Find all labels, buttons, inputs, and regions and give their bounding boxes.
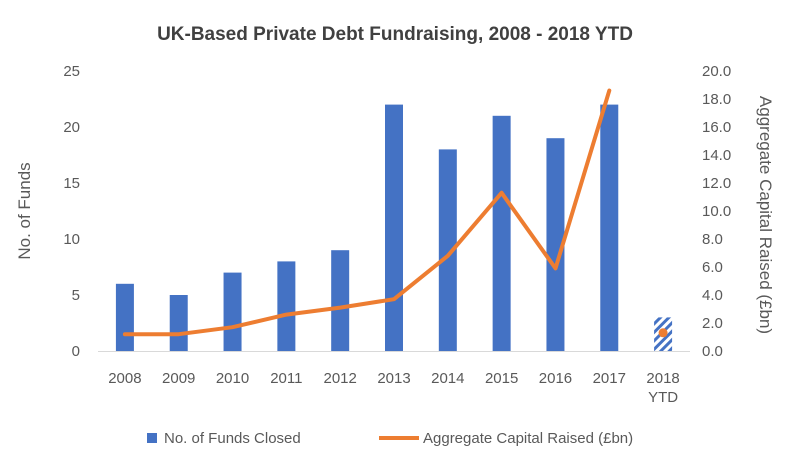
- x-tick-label: 2014: [431, 370, 464, 387]
- y2-tick-label: 0.0: [702, 343, 723, 360]
- y-tick-label: 0: [72, 343, 80, 360]
- x-tick-label: 2010: [216, 370, 249, 387]
- x-tick-label: 2016: [539, 370, 572, 387]
- bar: [600, 104, 619, 351]
- left-axis-title: No. of Funds: [15, 162, 34, 259]
- y-tick-label: 20: [63, 119, 80, 136]
- bar: [492, 115, 511, 351]
- y-tick-label: 10: [63, 231, 80, 248]
- right-axis-ticks: 0.0 2.0 4.0 6.0 8.0 10.0 12.0 14.0 16.0 18.0 20.0: [702, 63, 731, 360]
- bar: [438, 149, 457, 351]
- bar: [331, 250, 350, 351]
- x-tick-label: YTD: [648, 389, 678, 406]
- y-tick-label: 5: [72, 287, 80, 304]
- y2-tick-label: 6.0: [702, 259, 723, 276]
- x-tick-label: 2017: [593, 370, 626, 387]
- x-tick-label: 2018: [646, 370, 679, 387]
- x-tick-label: 2008: [108, 370, 141, 387]
- left-axis-ticks: 0 5 10 15 20 25: [63, 63, 80, 360]
- right-axis-title: Aggregate Capital Raised (£bn): [756, 96, 775, 334]
- y-tick-label: 15: [63, 175, 80, 192]
- bar: [115, 283, 134, 351]
- y2-tick-label: 10.0: [702, 203, 731, 220]
- bar: [223, 272, 242, 351]
- line-path: [122, 88, 612, 337]
- bar: [277, 261, 296, 351]
- x-tick-label: 2011: [270, 370, 302, 387]
- legend: No. of Funds Closed Aggregate Capital Ra…: [147, 430, 633, 447]
- y2-tick-label: 14.0: [702, 147, 731, 164]
- y2-tick-label: 12.0: [702, 175, 731, 192]
- x-tick-label: 2013: [377, 370, 410, 387]
- line-series: [122, 88, 668, 338]
- y2-tick-label: 4.0: [702, 287, 723, 304]
- bar-series: [115, 104, 673, 351]
- chart-title: UK-Based Private Debt Fundraising, 2008 …: [157, 24, 633, 45]
- bar: [546, 138, 565, 351]
- line-point-ytd: [658, 328, 668, 338]
- legend-label-bars: No. of Funds Closed: [164, 430, 301, 447]
- y2-tick-label: 2.0: [702, 315, 723, 332]
- x-tick-label: 2015: [485, 370, 518, 387]
- x-tick-label: 2012: [323, 370, 356, 387]
- y2-tick-label: 18.0: [702, 91, 731, 108]
- y2-tick-label: 20.0: [702, 63, 731, 80]
- legend-label-line: Aggregate Capital Raised (£bn): [423, 430, 633, 447]
- x-axis-ticks: 2008 2009 2010 2011 2012 2013 2014 2015 2016 2017…: [108, 370, 680, 406]
- bar: [385, 104, 403, 351]
- legend-swatch-bars: [147, 433, 157, 443]
- y-tick-label: 25: [63, 63, 80, 80]
- x-tick-label: 2009: [162, 370, 195, 387]
- y2-tick-label: 16.0: [702, 119, 731, 136]
- bar: [169, 295, 188, 351]
- y2-tick-label: 8.0: [702, 231, 723, 248]
